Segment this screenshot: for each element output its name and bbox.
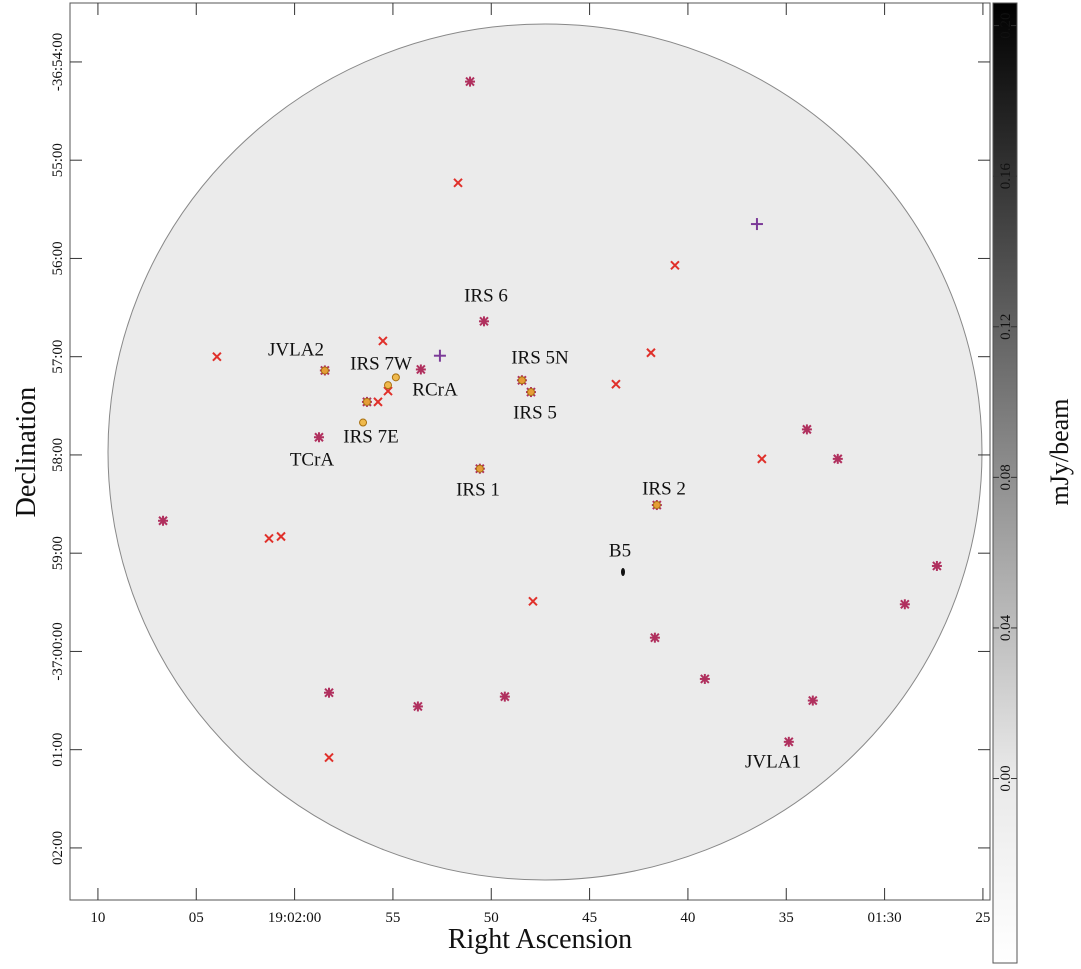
y-tick-label: -36:54:00 <box>50 33 66 91</box>
asterisk-marker <box>802 424 812 434</box>
source-label: IRS 6 <box>464 285 508 306</box>
colorbar-tick-label: 0.04 <box>998 614 1014 641</box>
colorbar-tick-label: 0.20 <box>998 12 1014 38</box>
x-tick-label: 45 <box>582 910 597 926</box>
source-label: JVLA2 <box>268 339 324 360</box>
asterisk-marker <box>932 561 942 571</box>
y-tick-label: 56:00 <box>50 241 66 275</box>
source-label: IRS 5 <box>513 402 557 423</box>
circle-marker <box>476 465 483 472</box>
x-tick-label: 35 <box>779 910 794 926</box>
y-tick-label: 01:00 <box>50 733 66 767</box>
x-tick-label: 10 <box>90 910 105 926</box>
asterisk-marker <box>479 316 489 326</box>
x-tick-label: 05 <box>189 910 204 926</box>
chart: Right Ascension Declination mJy/beam 10 0… <box>0 0 1081 969</box>
circle-dot <box>527 389 534 396</box>
y-tick-label: 55:00 <box>50 143 66 177</box>
circle-marker <box>527 389 534 396</box>
x-tick-label: 50 <box>484 910 499 926</box>
colorbar-title: mJy/beam <box>1045 399 1074 506</box>
circle-dot <box>653 502 660 509</box>
colorbar-tick-label: 0.12 <box>998 314 1014 340</box>
y-tick-label: 58:00 <box>50 438 66 472</box>
y-axis-title: Declination <box>11 387 42 518</box>
x-tick-label: 01:30 <box>868 910 902 926</box>
x-tick-label: 40 <box>680 910 695 926</box>
source-label: B5 <box>609 540 631 561</box>
asterisk-marker <box>416 364 426 374</box>
circle-dot <box>363 398 370 405</box>
y-tick-label: 59:00 <box>50 536 66 570</box>
x-tick-label: 25 <box>975 910 990 926</box>
circle-dot <box>392 374 399 381</box>
colorbar-tick-label: 0.00 <box>998 765 1014 791</box>
circle-dot <box>385 382 392 389</box>
asterisk-marker <box>650 633 660 643</box>
source-label: RCrA <box>412 379 458 400</box>
source-label: JVLA1 <box>745 751 801 772</box>
asterisk-marker <box>784 737 794 747</box>
colorbar-tick-label: 0.16 <box>998 163 1014 190</box>
asterisk-marker <box>314 432 324 442</box>
source-label: IRS 1 <box>456 479 500 500</box>
source-label: IRS 7W <box>350 353 412 374</box>
asterisk-marker <box>158 516 168 526</box>
circle-marker <box>363 398 370 405</box>
asterisk-marker <box>833 454 843 464</box>
circle-marker <box>653 502 660 509</box>
asterisk-marker <box>465 77 475 87</box>
source-label: IRS 7E <box>343 426 398 447</box>
asterisk-marker <box>900 599 910 609</box>
x-tick-label: 19:02:00 <box>268 910 321 926</box>
circle-marker <box>321 367 328 374</box>
y-tick-label: 02:00 <box>50 831 66 865</box>
circle-dot <box>518 377 525 384</box>
asterisk-marker <box>413 701 423 711</box>
y-tick-label: -37:00:00 <box>50 622 66 680</box>
asterisk-marker <box>324 688 334 698</box>
circle-marker <box>385 382 392 389</box>
y-tick-label: 57:00 <box>50 340 66 374</box>
x-axis-title: Right Ascension <box>448 924 632 955</box>
primary-beam-field <box>108 24 982 880</box>
asterisk-marker <box>808 696 818 706</box>
source-label: IRS 2 <box>642 478 686 499</box>
circle-dot <box>476 465 483 472</box>
circle-marker <box>518 377 525 384</box>
x-tick-label: 55 <box>385 910 400 926</box>
circle-marker <box>360 419 367 426</box>
colorbar-tick-label: 0.08 <box>998 464 1014 490</box>
source-label: TCrA <box>290 449 335 470</box>
circle-marker <box>392 374 399 381</box>
circle-dot <box>321 367 328 374</box>
asterisk-marker <box>700 674 710 684</box>
source-label: IRS 5N <box>511 347 569 368</box>
circle-dot <box>360 419 367 426</box>
b5-source <box>621 568 625 576</box>
asterisk-marker <box>500 692 510 702</box>
